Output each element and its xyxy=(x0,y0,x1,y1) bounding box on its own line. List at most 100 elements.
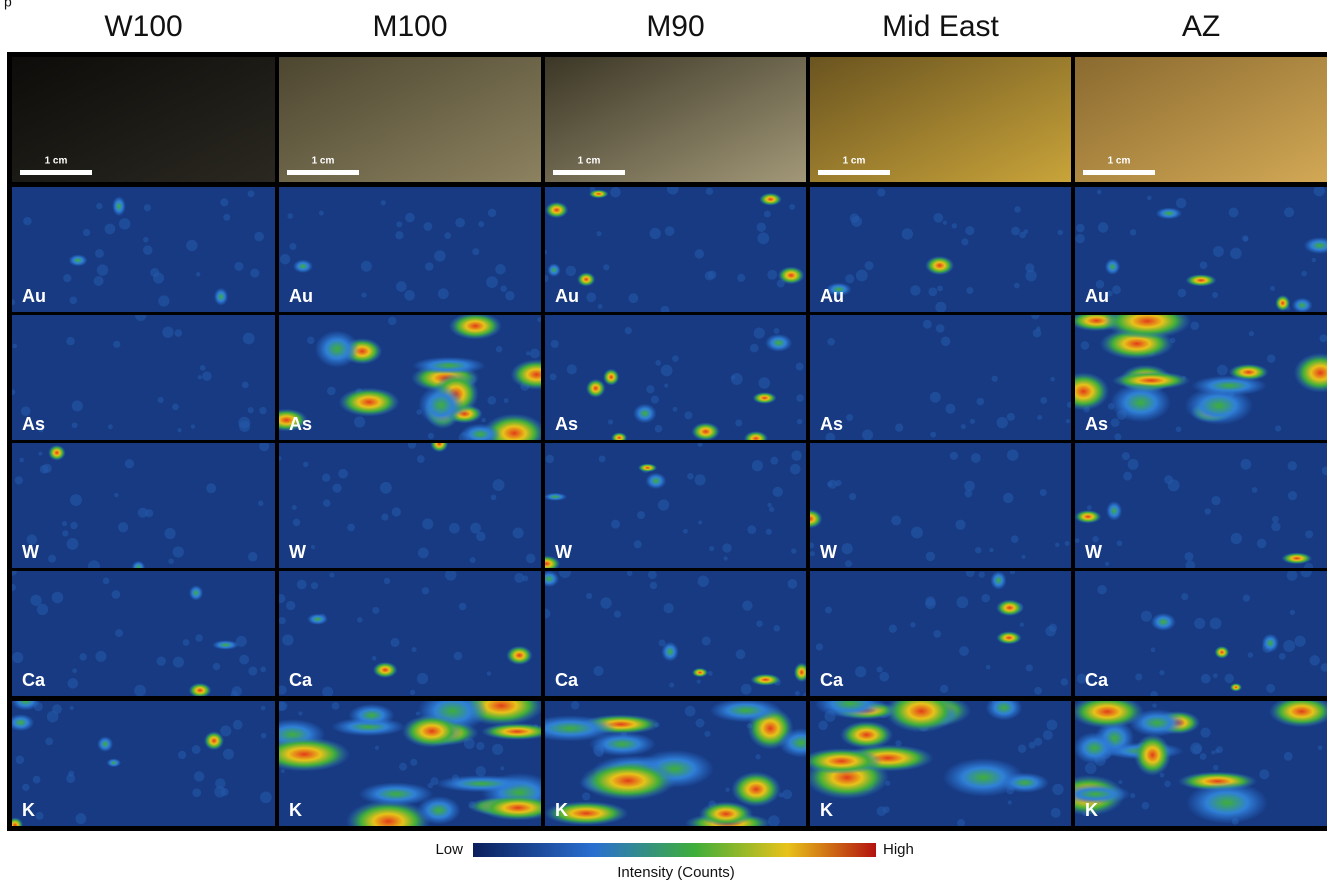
background-speck xyxy=(250,268,259,277)
background-speck xyxy=(1181,593,1188,600)
background-speck xyxy=(395,231,403,239)
background-speck xyxy=(172,404,179,411)
background-speck xyxy=(698,520,702,524)
background-speck xyxy=(1087,505,1092,510)
background-speck xyxy=(1025,270,1036,281)
background-speck xyxy=(260,667,266,673)
background-speck xyxy=(1267,354,1275,362)
map-panel xyxy=(798,443,1071,568)
background-speck xyxy=(1192,745,1201,754)
background-speck xyxy=(329,572,334,577)
background-speck xyxy=(655,425,663,433)
background-speck xyxy=(37,604,48,615)
background-speck xyxy=(614,611,621,618)
background-speck xyxy=(298,711,302,715)
background-speck xyxy=(322,687,333,698)
background-speck xyxy=(770,457,778,465)
background-speck xyxy=(695,719,704,728)
background-speck xyxy=(338,469,348,479)
background-speck xyxy=(673,407,678,412)
scale-bar xyxy=(818,170,890,175)
element-label: K xyxy=(820,800,833,820)
heat-spot xyxy=(778,266,805,284)
background-speck xyxy=(1248,652,1253,657)
heat-spot xyxy=(1110,383,1171,422)
background-speck xyxy=(941,337,951,347)
column-title: W100 xyxy=(104,10,182,43)
map-panel xyxy=(541,183,806,315)
heat-spot xyxy=(1134,734,1171,776)
heat-spot xyxy=(545,202,568,218)
background-speck xyxy=(278,701,287,710)
background-speck xyxy=(103,578,110,585)
background-speck xyxy=(95,249,104,258)
heat-spot xyxy=(731,772,781,807)
element-label: K xyxy=(1085,800,1098,820)
background-speck xyxy=(332,484,341,493)
map-panel xyxy=(258,685,558,842)
background-speck xyxy=(655,360,661,366)
background-speck xyxy=(1051,808,1061,818)
heat-spot xyxy=(1156,207,1182,219)
background-speck xyxy=(223,214,230,221)
background-speck xyxy=(981,594,990,603)
background-speck xyxy=(764,211,771,218)
background-speck xyxy=(1201,674,1211,684)
background-speck xyxy=(388,317,397,326)
background-speck xyxy=(260,791,272,803)
background-speck xyxy=(455,218,465,228)
background-speck xyxy=(332,702,340,710)
background-speck xyxy=(1200,261,1208,269)
background-speck xyxy=(708,671,713,676)
background-speck xyxy=(1058,230,1063,235)
map-panel xyxy=(9,310,275,440)
element-label: As xyxy=(1085,414,1108,434)
background-speck xyxy=(66,774,75,783)
background-speck xyxy=(752,460,763,471)
element-label: W xyxy=(1085,542,1102,562)
heat-spot xyxy=(586,379,606,398)
background-speck xyxy=(566,266,576,276)
heat-spot xyxy=(214,288,228,306)
background-speck xyxy=(1112,285,1121,294)
background-speck xyxy=(706,188,713,195)
heat-spot xyxy=(577,272,595,286)
background-speck xyxy=(372,607,379,614)
background-speck xyxy=(758,377,770,389)
map-background xyxy=(12,443,275,568)
background-speck xyxy=(1225,674,1234,683)
background-speck xyxy=(926,552,935,561)
map-background xyxy=(545,187,806,312)
map-panel xyxy=(800,689,1071,827)
map-panel xyxy=(9,568,275,698)
background-speck xyxy=(1213,673,1218,678)
background-speck xyxy=(422,518,433,529)
corner-mark: p xyxy=(4,0,12,10)
background-speck xyxy=(989,548,994,553)
background-speck xyxy=(476,532,486,542)
background-speck xyxy=(347,524,355,532)
background-speck xyxy=(959,646,969,656)
background-speck xyxy=(72,668,77,673)
background-speck xyxy=(567,364,577,374)
element-label: K xyxy=(555,800,568,820)
background-speck xyxy=(603,264,609,270)
heat-spot xyxy=(752,392,776,404)
background-speck xyxy=(755,754,760,759)
heat-spot xyxy=(996,631,1022,644)
colorbar-title: Intensity (Counts) xyxy=(617,864,735,881)
background-speck xyxy=(192,745,201,754)
background-speck xyxy=(1284,752,1293,761)
background-speck xyxy=(1205,508,1211,514)
background-speck xyxy=(877,666,883,672)
heat-spot xyxy=(402,715,462,748)
background-speck xyxy=(63,274,71,282)
background-speck xyxy=(470,523,481,534)
background-speck xyxy=(454,652,463,661)
background-speck xyxy=(1213,765,1219,771)
background-speck xyxy=(145,509,153,517)
background-speck xyxy=(1242,235,1248,241)
background-speck xyxy=(178,751,186,759)
background-speck xyxy=(845,560,852,567)
background-speck xyxy=(158,295,169,306)
